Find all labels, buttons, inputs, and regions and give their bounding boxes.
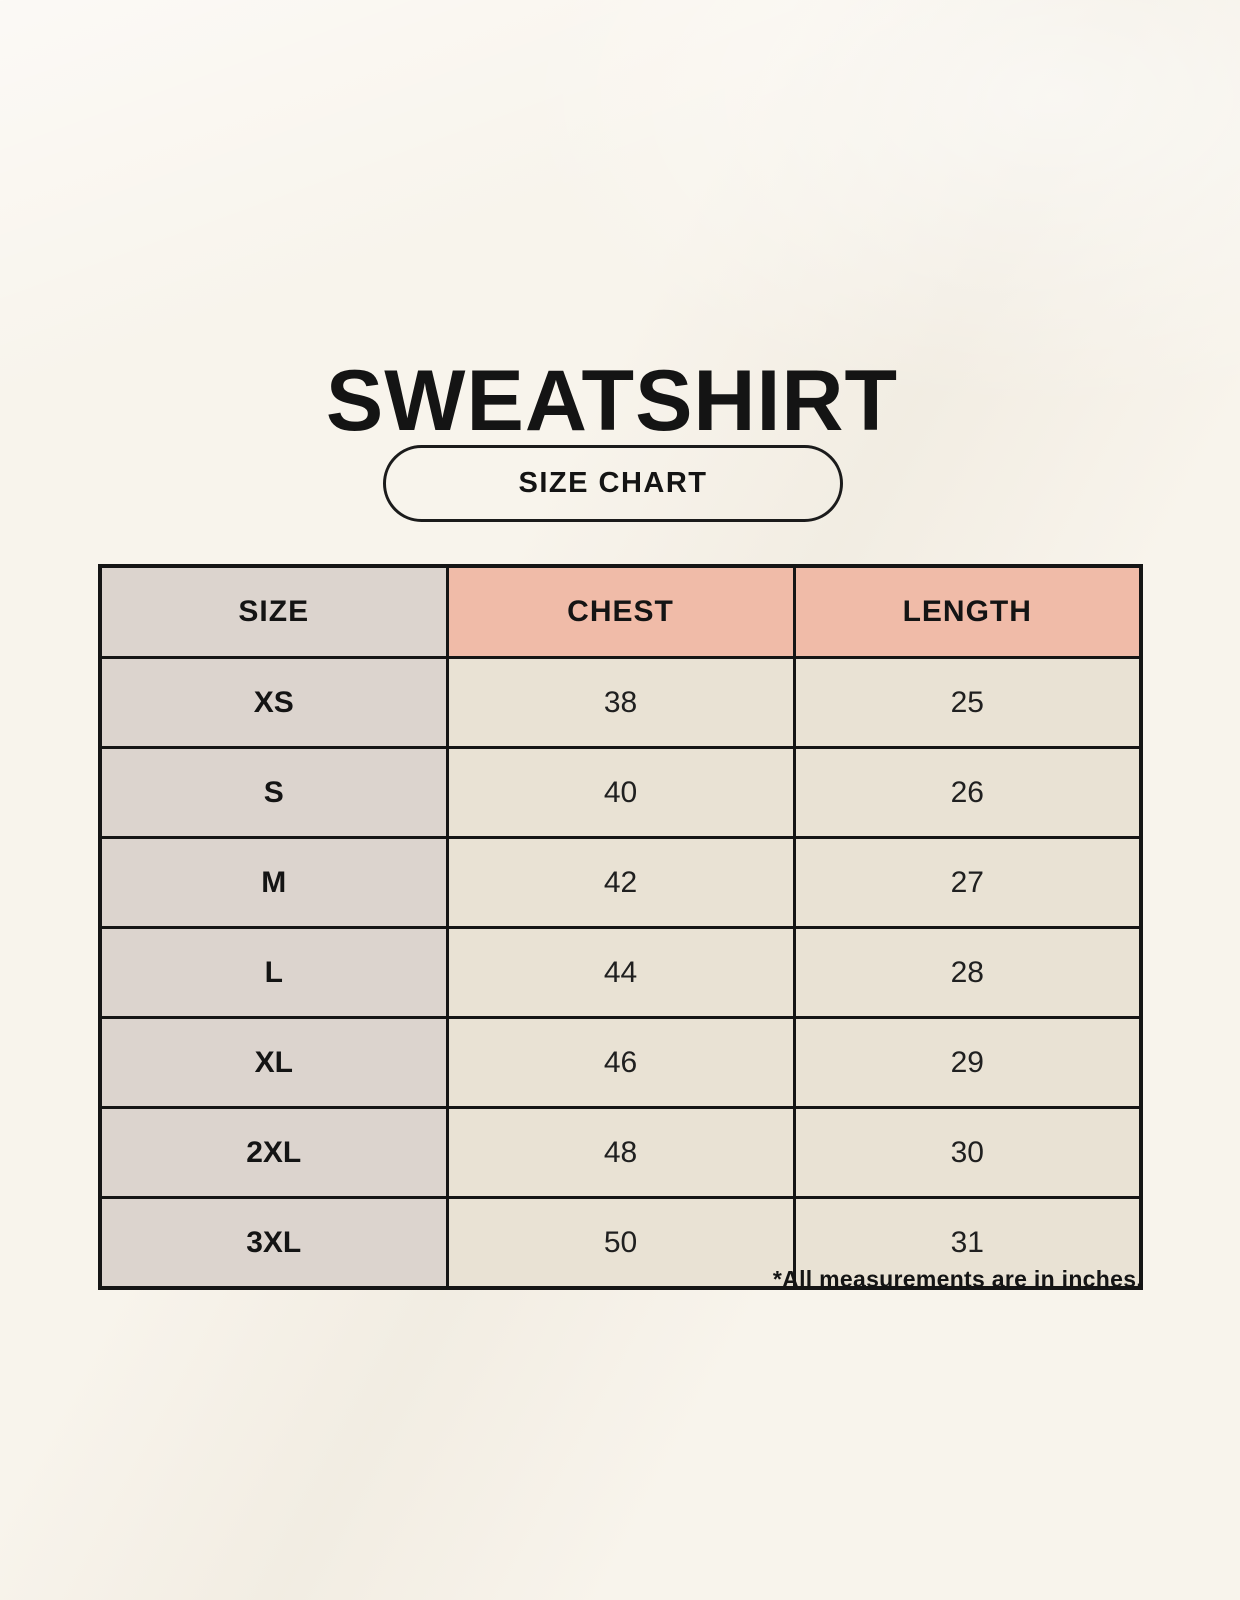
chest-cell: 50: [445, 1196, 796, 1290]
length-cell: 29: [792, 1016, 1143, 1109]
table-row: XS 38 25: [98, 656, 1143, 749]
chest-cell: 46: [445, 1016, 796, 1109]
table-row: S 40 26: [98, 746, 1143, 839]
size-cell: S: [98, 746, 449, 839]
column-header-length: LENGTH: [792, 564, 1143, 659]
column-header-chest: CHEST: [445, 564, 796, 659]
size-table: SIZE CHEST LENGTH XS 38 25 S 40 26 M 42 …: [98, 564, 1143, 1290]
size-table-header: SIZE CHEST LENGTH: [98, 564, 1143, 659]
size-chart-badge-label: SIZE CHART: [518, 467, 708, 499]
size-cell: L: [98, 926, 449, 1019]
size-cell: 3XL: [98, 1196, 449, 1290]
length-cell: 26: [792, 746, 1143, 839]
chest-cell: 38: [445, 656, 796, 749]
chest-cell: 48: [445, 1106, 796, 1199]
size-cell: M: [98, 836, 449, 929]
measurements-footnote: *All measurements are in inches.: [772, 1266, 1143, 1292]
size-cell: XL: [98, 1016, 449, 1109]
table-row: XL 46 29: [98, 1016, 1143, 1109]
size-cell: 2XL: [98, 1106, 449, 1199]
column-header-size: SIZE: [98, 564, 449, 659]
size-chart-badge: SIZE CHART: [383, 445, 843, 522]
table-row: 3XL 50 31: [98, 1196, 1143, 1290]
length-cell: 30: [792, 1106, 1143, 1199]
length-cell: 28: [792, 926, 1143, 1019]
table-row: 2XL 48 30: [98, 1106, 1143, 1199]
page-title: SWEATSHIRT: [325, 352, 899, 449]
chest-cell: 44: [445, 926, 796, 1019]
chest-cell: 40: [445, 746, 796, 839]
table-row: L 44 28: [98, 926, 1143, 1019]
length-cell: 27: [792, 836, 1143, 929]
header-row: SIZE CHEST LENGTH: [98, 564, 1143, 659]
length-cell: 31: [792, 1196, 1143, 1290]
size-cell: XS: [98, 656, 449, 749]
size-table-body: XS 38 25 S 40 26 M 42 27 L 44 28 XL 46 2…: [98, 656, 1143, 1290]
length-cell: 25: [792, 656, 1143, 749]
table-row: M 42 27: [98, 836, 1143, 929]
chest-cell: 42: [445, 836, 796, 929]
